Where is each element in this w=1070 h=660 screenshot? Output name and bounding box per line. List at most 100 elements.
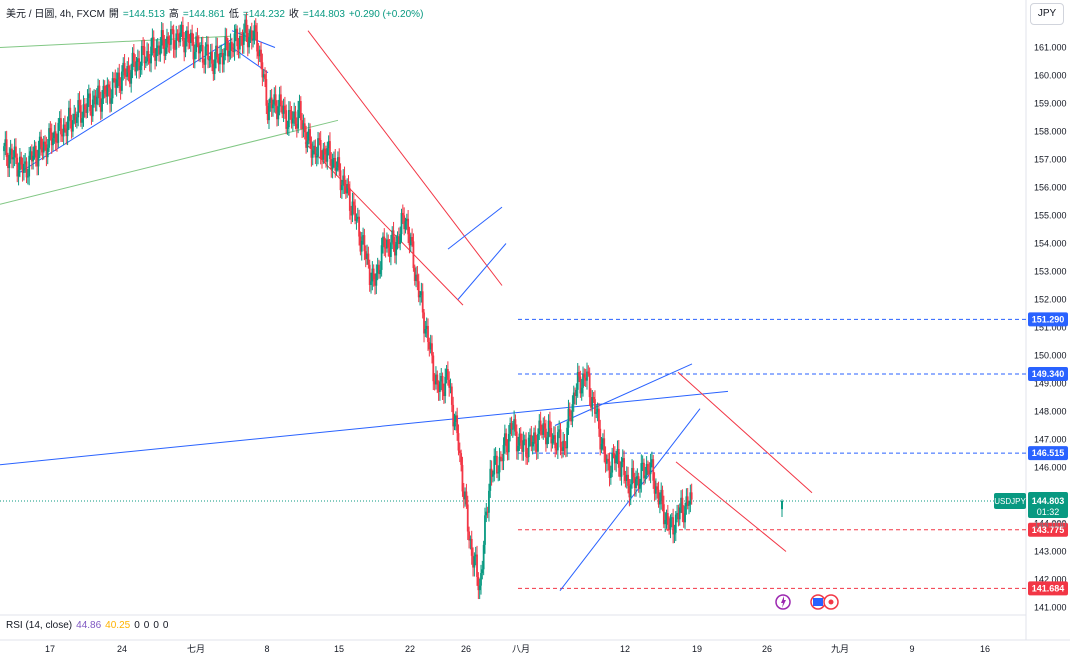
candle-body	[468, 531, 470, 541]
wedge-rise-bottom	[559, 408, 701, 592]
candle-body	[370, 281, 372, 286]
time-tick-label: 15	[334, 644, 344, 654]
candle-body	[188, 41, 191, 44]
candle-body	[94, 95, 97, 105]
candle-body	[147, 51, 150, 59]
candle-body	[503, 433, 506, 445]
candle-body	[237, 46, 240, 50]
candle-body	[91, 99, 94, 117]
current-price-tag	[1028, 492, 1068, 519]
candle-body	[217, 57, 220, 65]
candle-body	[684, 506, 686, 523]
candle-body	[333, 157, 335, 160]
candle-body	[417, 281, 420, 298]
candle-body	[181, 24, 184, 41]
candle-body	[501, 457, 504, 462]
level-tag	[1028, 312, 1068, 327]
candle-body	[319, 139, 322, 159]
candle-body	[640, 463, 643, 484]
candle-body	[521, 442, 523, 452]
candle-body	[342, 175, 345, 186]
candle-body	[310, 143, 313, 158]
close-value: =144.803	[302, 9, 345, 20]
uptrend-line	[17, 38, 233, 174]
candle-body	[340, 185, 343, 191]
candle-body	[85, 109, 88, 113]
price-tick-label: 150.000	[1034, 351, 1067, 361]
candle-body	[446, 369, 449, 380]
candle-body	[379, 269, 382, 275]
price-tick-label: 156.000	[1034, 183, 1067, 193]
candle-body	[26, 176, 29, 178]
candle-body	[240, 36, 243, 38]
candle-body	[647, 464, 649, 471]
candle-body	[502, 444, 505, 462]
candle-body	[549, 420, 551, 429]
level-tag-label: 143.775	[1032, 525, 1065, 535]
candle-body	[604, 453, 607, 464]
change-value: +0.290 (+0.20%)	[348, 9, 424, 20]
candle-body	[661, 489, 664, 505]
candle-body	[142, 46, 145, 48]
candle-body	[419, 295, 421, 298]
candle-body	[36, 157, 39, 167]
candle-body	[517, 445, 519, 452]
candle-body	[542, 423, 545, 435]
candle-body	[560, 447, 563, 451]
candle-body	[45, 144, 48, 158]
candle-body	[330, 159, 333, 170]
candle-body	[40, 136, 42, 148]
candle-body	[673, 532, 676, 535]
candle-body	[139, 65, 142, 71]
candle-body	[608, 461, 611, 478]
candle-body	[513, 419, 516, 429]
candle-body	[115, 79, 118, 88]
candle-body	[245, 19, 248, 34]
candle-body	[511, 428, 514, 430]
symbol-label[interactable]: 美元 / 日圆, 4h, FXCM	[6, 9, 105, 20]
candle-body	[631, 467, 633, 485]
candle-body	[405, 218, 408, 222]
candle-body	[676, 513, 678, 515]
candle-body	[3, 146, 5, 152]
candle-body	[432, 355, 435, 382]
candle-body	[281, 105, 284, 114]
candle-body	[485, 511, 488, 516]
candle-body	[584, 377, 587, 381]
candle-body	[314, 145, 317, 158]
candle-body	[539, 420, 542, 431]
candle-body	[624, 475, 627, 481]
candle-body	[93, 95, 95, 100]
candle-body	[301, 120, 304, 130]
candle-body	[102, 85, 105, 100]
price-tick-label: 147.000	[1034, 435, 1067, 445]
candle-body	[437, 384, 440, 392]
candle-body	[639, 483, 641, 489]
candle-body	[305, 132, 307, 148]
level-tag	[1028, 522, 1068, 537]
candle-body	[652, 459, 655, 481]
candle-body	[476, 554, 478, 577]
candle-body	[13, 146, 16, 158]
candle-body	[248, 37, 251, 48]
candle-body	[541, 430, 543, 435]
candle-body	[378, 264, 380, 275]
candle-body	[22, 163, 25, 173]
candle-body	[265, 79, 268, 106]
candle-body	[50, 132, 53, 146]
rsi-label[interactable]: RSI (14, close)	[6, 620, 73, 631]
candle-body	[227, 41, 229, 57]
candle-body	[42, 141, 45, 153]
candle-body	[635, 479, 637, 488]
candle-body	[441, 376, 444, 392]
candle-body	[686, 496, 689, 506]
candle-body	[637, 476, 640, 489]
currency-button[interactable]: JPY	[1030, 3, 1064, 25]
candle-body	[287, 110, 290, 128]
candle-body	[208, 59, 211, 61]
candle-body	[178, 33, 180, 43]
candle-body	[596, 408, 599, 413]
candle-body	[351, 201, 354, 216]
candle-body	[297, 109, 300, 129]
